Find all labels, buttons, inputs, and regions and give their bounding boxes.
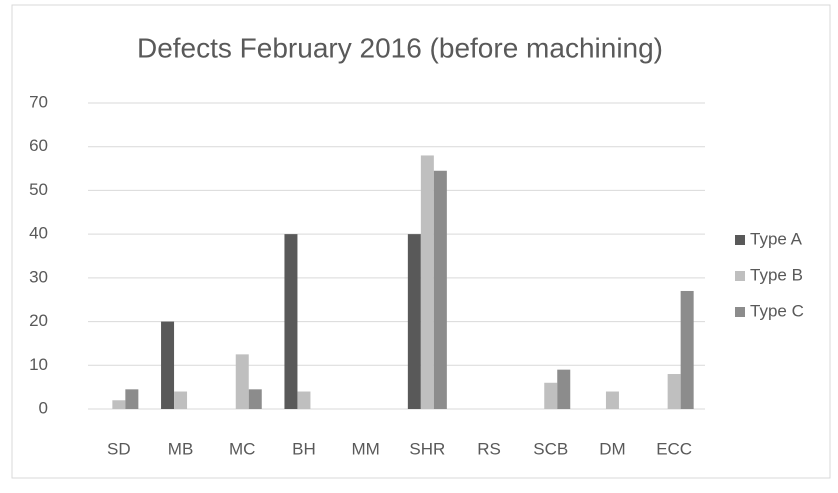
x-tick-label: BH: [292, 439, 316, 458]
legend-label: Type C: [750, 301, 804, 320]
legend-swatch: [735, 235, 745, 245]
bar: [680, 290, 694, 409]
legend-swatch: [735, 271, 745, 281]
x-tick-label: SHR: [409, 439, 445, 458]
y-tick-label: 40: [29, 224, 48, 243]
legend-label: Type B: [750, 265, 803, 284]
bar: [544, 382, 558, 409]
y-tick-label: 60: [29, 136, 48, 155]
bar: [407, 234, 421, 409]
bar: [161, 321, 175, 409]
y-tick-label: 30: [29, 267, 48, 286]
y-tick-label: 0: [39, 398, 48, 417]
x-tick-label: SCB: [533, 439, 568, 458]
bar: [605, 391, 619, 409]
bar: [174, 391, 188, 409]
y-tick-label: 50: [29, 180, 48, 199]
legend-label: Type A: [750, 229, 803, 248]
x-tick-label: SD: [107, 439, 131, 458]
x-tick-label: RS: [477, 439, 501, 458]
x-tick-label: DM: [599, 439, 625, 458]
y-tick-label: 20: [29, 311, 48, 330]
bar: [667, 374, 681, 409]
bar: [557, 369, 571, 409]
bar: [125, 389, 139, 409]
bar: [420, 155, 434, 409]
x-tick-label: MM: [351, 439, 379, 458]
y-tick-label: 10: [29, 355, 48, 374]
x-tick-label: MB: [168, 439, 194, 458]
legend-swatch: [735, 307, 745, 317]
chart-title: Defects February 2016 (before machining): [137, 32, 663, 63]
y-tick-label: 70: [29, 92, 48, 111]
bar: [297, 391, 311, 409]
bar: [112, 400, 126, 409]
bar: [248, 389, 262, 409]
bar: [284, 234, 298, 409]
bar: [235, 354, 249, 409]
x-tick-label: ECC: [656, 439, 692, 458]
x-tick-label: MC: [229, 439, 255, 458]
bar: [433, 170, 447, 409]
